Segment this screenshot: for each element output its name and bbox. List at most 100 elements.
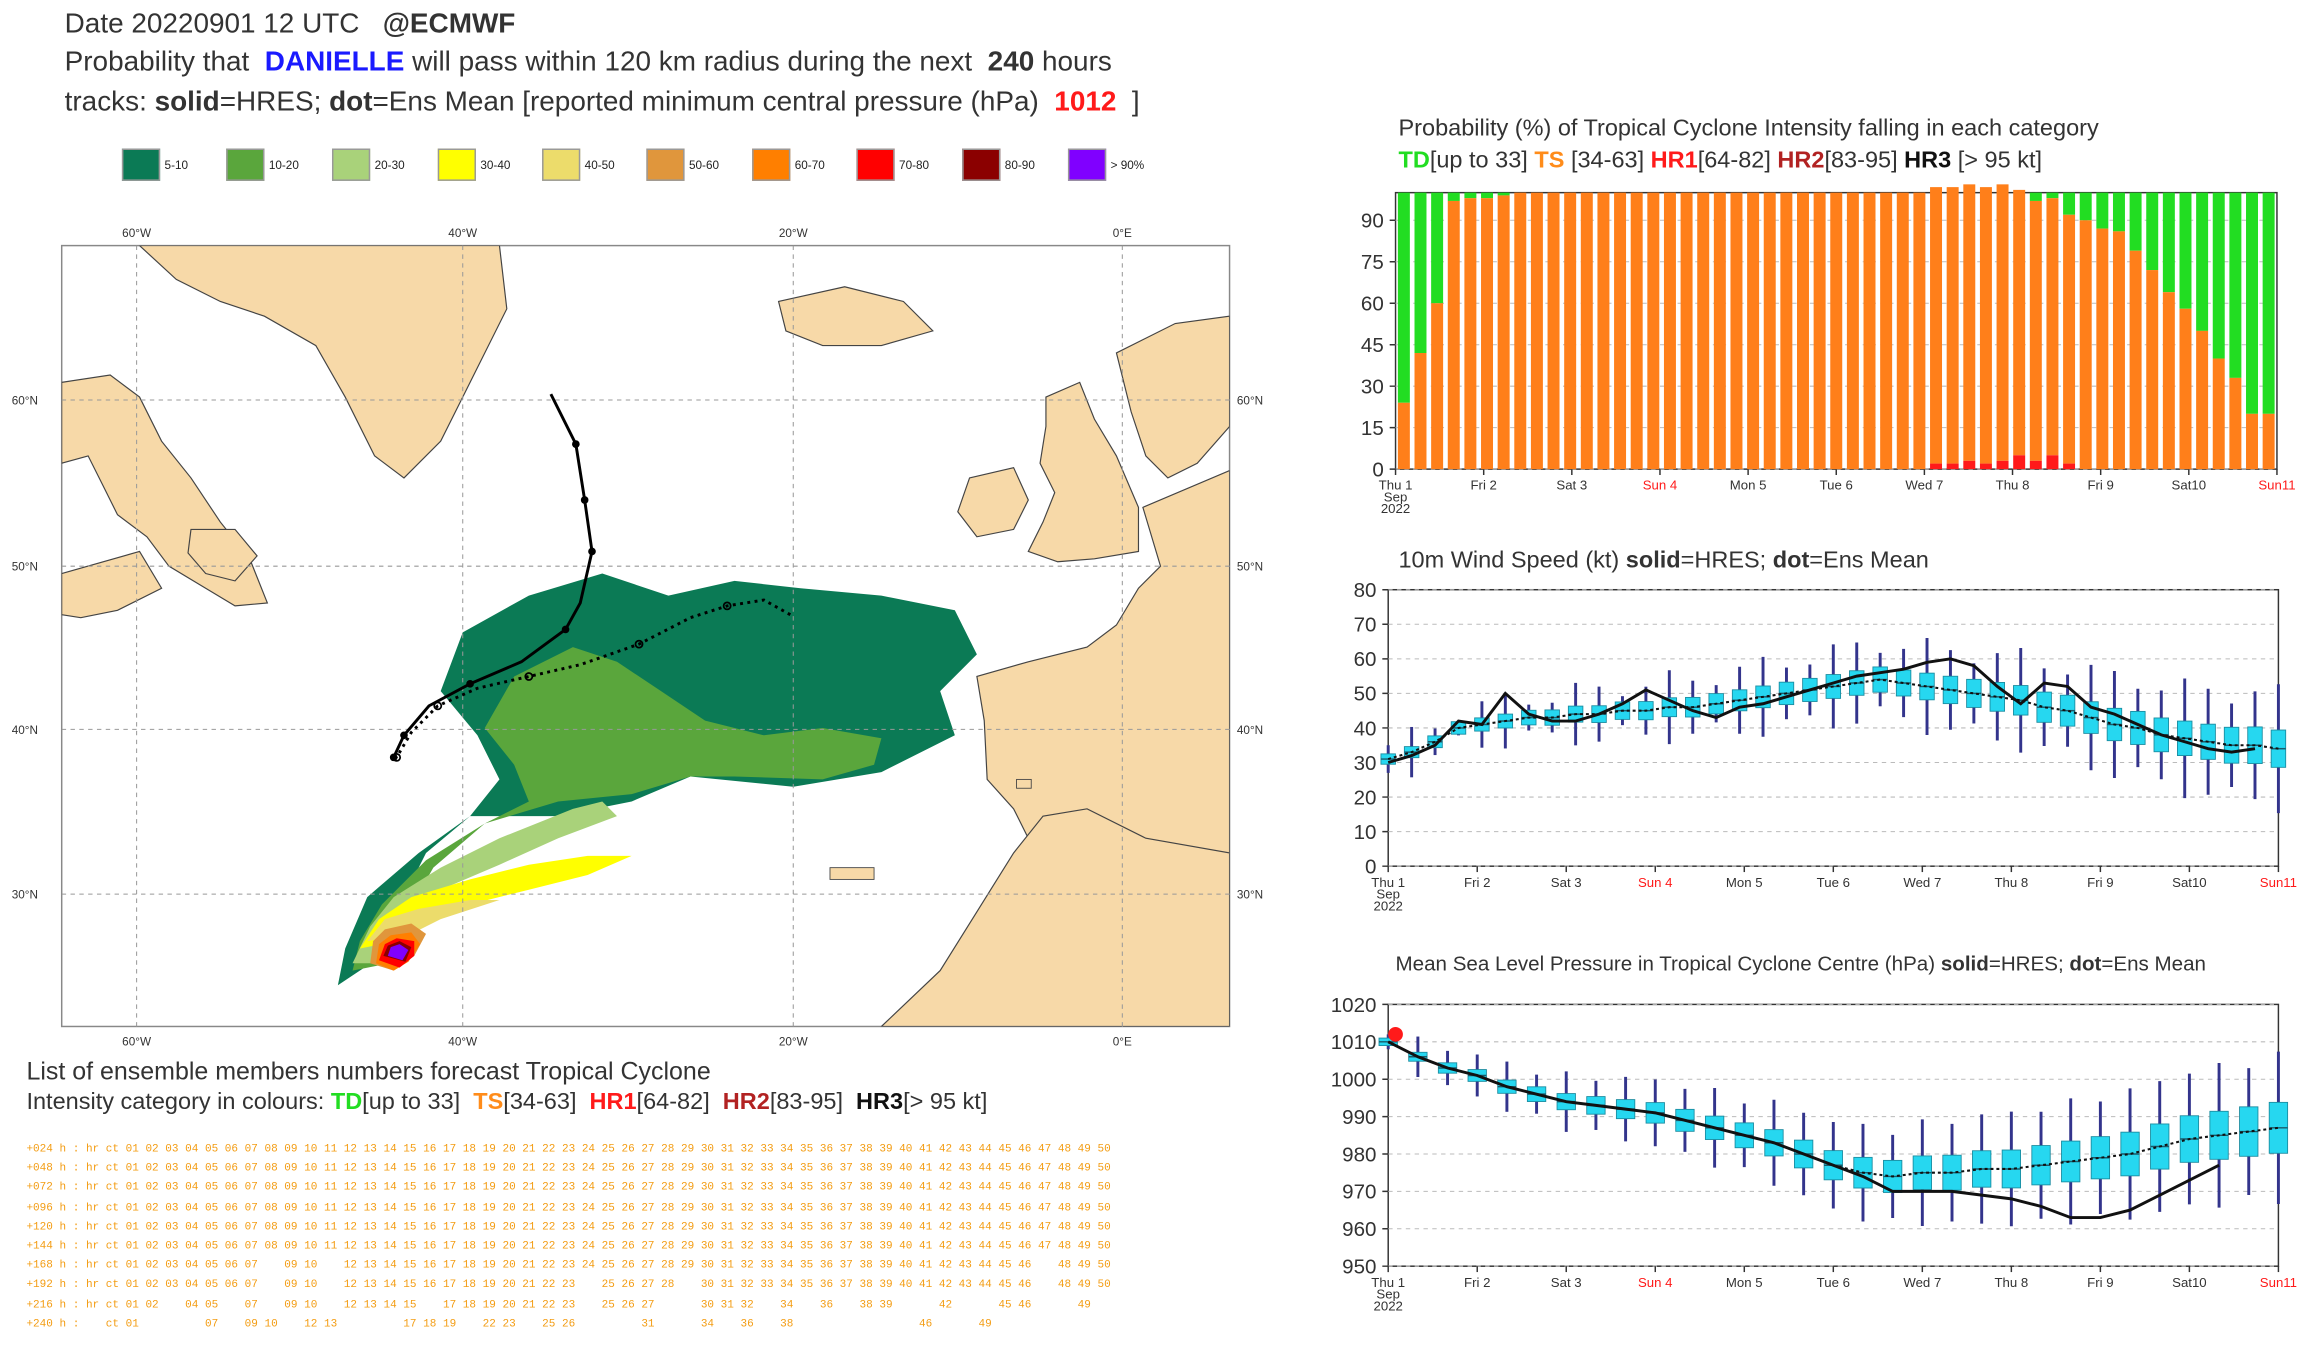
hr1-bar xyxy=(2063,463,2076,470)
probability-contour xyxy=(359,855,632,949)
td-bar xyxy=(1397,192,1410,403)
ts-bar xyxy=(2162,292,2175,470)
panel3-text: solid xyxy=(1940,951,1989,976)
x-tick-label: Fri 9 xyxy=(2087,875,2113,890)
lat-label-left: 30°N xyxy=(12,889,38,902)
y-tick-label: 50 xyxy=(1354,683,1377,706)
probability-contour xyxy=(387,944,409,961)
panel2-title: 10m Wind Speed (kt) solid=HRES; dot=Ens … xyxy=(1398,549,1928,575)
x-tick-label: Fri 2 xyxy=(1464,875,1490,890)
hres-track-point xyxy=(400,731,408,740)
x-tick-label: Sun11 xyxy=(2260,875,2297,890)
hr2-label: HR2 xyxy=(1777,148,1825,174)
x-tick-label: Sat 3 xyxy=(1551,875,1582,890)
y-tick-label: 45 xyxy=(1361,334,1384,357)
hres-line xyxy=(1387,657,2256,764)
legend-swatch xyxy=(437,148,476,181)
td-bar xyxy=(2196,192,2209,331)
x-tick-label: Fri 9 xyxy=(2087,478,2113,493)
td-range: [up to 33] xyxy=(362,1089,461,1115)
lat-label-right: 50°N xyxy=(1237,561,1263,574)
panel3-text: =Ens Mean xyxy=(2101,951,2207,976)
x-tick-label: Thu 1 xyxy=(1371,1275,1405,1290)
ts-bar xyxy=(1946,187,1959,464)
ts-bar xyxy=(1514,192,1527,470)
td-bar xyxy=(1497,192,1510,196)
y-tick-label: 0 xyxy=(1365,856,1376,879)
x-tick-label: Fri 9 xyxy=(2087,1275,2113,1290)
hr3-label: HR3 xyxy=(1904,148,1952,174)
y-tick-label: 10 xyxy=(1354,821,1377,844)
lat-label-right: 60°N xyxy=(1237,394,1263,407)
td-bar xyxy=(2112,192,2125,232)
x-tick-label: Thu 8 xyxy=(1994,1275,2028,1290)
ens-list-row: +168 h : hr ct 01 02 03 04 05 06 07 09 1… xyxy=(26,1260,1111,1273)
ts-bar xyxy=(2246,413,2258,470)
x-tick-label: Sep xyxy=(1384,489,1408,504)
hres-track-point xyxy=(572,440,580,448)
hres-line xyxy=(1387,1040,2220,1220)
x-tick-label: Sun 4 xyxy=(1643,478,1678,493)
ts-bar xyxy=(1747,192,1760,470)
hres-track-point xyxy=(588,547,596,556)
hr1-bar xyxy=(1946,463,1959,470)
hr1-bar xyxy=(2046,455,2059,470)
x-tick-label: Tue 6 xyxy=(1817,875,1850,890)
lat-label-left: 50°N xyxy=(12,561,38,574)
ens-mean-track-point xyxy=(722,601,732,611)
td-label: TD xyxy=(1398,148,1430,174)
ts-bar xyxy=(2079,220,2092,470)
x-tick-label: Sat10 xyxy=(2172,1275,2207,1290)
legend-item: 20-30 xyxy=(331,148,405,181)
legend-item: 30-40 xyxy=(437,148,510,181)
x-tick-label: Wed 7 xyxy=(1903,875,1941,890)
legend-swatch xyxy=(962,148,1001,181)
great-britain xyxy=(1027,381,1140,563)
hr3-range: [> 95 kt] xyxy=(1957,148,2043,174)
td-bar xyxy=(1431,192,1444,304)
ts-bar xyxy=(2063,214,2076,464)
ts-bar xyxy=(2129,250,2142,470)
td-bar xyxy=(2229,192,2242,378)
y-tick-label: 15 xyxy=(1361,417,1384,440)
y-tick-label: 30 xyxy=(1354,752,1377,775)
x-tick-label: Sat 3 xyxy=(1551,1275,1582,1290)
td-bar xyxy=(2029,192,2042,201)
ts-bar xyxy=(1580,192,1593,470)
y-tick-label: 1020 xyxy=(1331,994,1377,1017)
ts-bar xyxy=(2262,413,2275,470)
td-bar xyxy=(2063,192,2076,215)
ts-bar xyxy=(1930,187,1943,464)
ens-list-text: Intensity category in colours: xyxy=(26,1089,325,1115)
ens-list-subtitle: Intensity category in colours: TD[up to … xyxy=(26,1090,987,1116)
ens-list-row: +048 h : hr ct 01 02 03 04 05 06 07 08 0… xyxy=(26,1163,1111,1176)
header-text: ] xyxy=(1131,86,1140,118)
greenland xyxy=(138,245,508,479)
x-tick-label: 2022 xyxy=(1381,501,1410,516)
td-bar xyxy=(2212,192,2225,359)
x-tick-label: Mon 5 xyxy=(1726,875,1763,890)
y-tick-label: 970 xyxy=(1342,1181,1376,1204)
panel3-title: Mean Sea Level Pressure in Tropical Cycl… xyxy=(1396,951,2206,975)
ts-bar xyxy=(1763,192,1776,470)
x-tick-label: Sat10 xyxy=(2172,875,2207,890)
hr2-range: [83-95] xyxy=(769,1089,843,1115)
ts-bar xyxy=(2179,308,2192,470)
y-tick-label: 30 xyxy=(1361,376,1384,399)
legend-label: 50-60 xyxy=(688,158,720,172)
legend-item: 60-70 xyxy=(752,148,825,181)
legend-swatch xyxy=(331,148,371,181)
ts-bar xyxy=(1713,192,1726,470)
ts-bar xyxy=(2013,189,2026,456)
panel3-text: dot xyxy=(2069,951,2102,976)
ens-list-row: +072 h : hr ct 01 02 03 04 05 06 07 08 0… xyxy=(26,1182,1111,1195)
ts-bar xyxy=(1863,192,1876,470)
y-tick-label: 40 xyxy=(1354,717,1377,740)
y-tick-label: 980 xyxy=(1342,1143,1376,1166)
hr1-bar xyxy=(2013,455,2026,470)
y-tick-label: 75 xyxy=(1361,251,1384,274)
td-bar xyxy=(2096,192,2109,229)
